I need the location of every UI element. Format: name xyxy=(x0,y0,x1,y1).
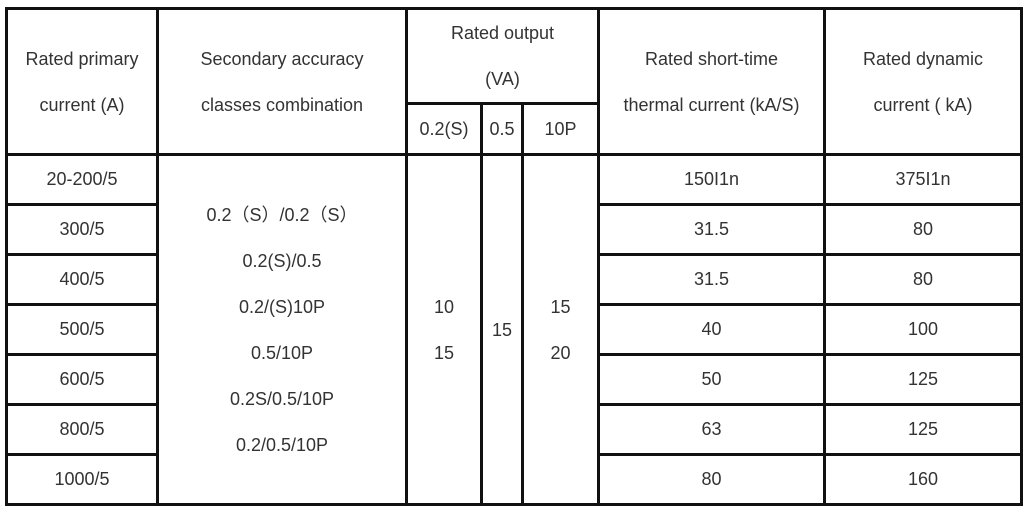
cell: 80 xyxy=(823,203,1023,256)
cell-line: 10 xyxy=(433,296,455,317)
header-cell: Rated dynamic current ( kA) xyxy=(823,7,1023,156)
header-cell: Rated primary current (A) xyxy=(5,7,159,156)
cell-line: Rated primary xyxy=(25,48,139,69)
cell-line: 0.2(S)/0.5 xyxy=(242,250,322,271)
cell: 600/5 xyxy=(5,353,159,406)
header-cell: 0.2(S) xyxy=(405,102,483,156)
data-row: 300/5 31.5 80 xyxy=(5,203,1023,256)
cell-line: 0.2/0.5/10P xyxy=(235,434,329,455)
cell-line: 0.5/10P xyxy=(250,342,314,363)
cell: 15 xyxy=(480,153,524,506)
cell-line: (VA) xyxy=(485,69,520,89)
cell: 63 xyxy=(597,403,826,456)
cell: 1000/5 xyxy=(5,453,159,506)
cell: 160 xyxy=(823,453,1023,506)
cell: 400/5 xyxy=(5,253,159,306)
cell: 125 xyxy=(823,403,1023,456)
header-cell: 0.5 xyxy=(480,102,524,156)
cell: 100 xyxy=(823,303,1023,356)
table-body: Rated primary current (A) Secondary accura… xyxy=(5,7,1023,506)
cell: 300/5 xyxy=(5,203,159,256)
cell-line: 0.2S/0.5/10P xyxy=(229,388,335,409)
cell-line: Secondary accuracy xyxy=(200,48,364,69)
cell-line: 0.2（S）/0.2（S） xyxy=(206,204,358,225)
cell: 500/5 xyxy=(5,303,159,356)
cell-line: 20 xyxy=(550,342,571,363)
cell-line: Rated output xyxy=(450,23,555,43)
cell-line: Rated short-time xyxy=(644,48,779,69)
cell: 800/5 xyxy=(5,403,159,456)
cell-line: current ( kA) xyxy=(873,94,973,115)
data-row: 20-200/5 0.2（S）/0.2（S） 0.2(S)/0.5 0.2/(S)10… xyxy=(5,153,1023,506)
cell-line: current (A) xyxy=(39,94,125,115)
cell: 0.2（S）/0.2（S） 0.2(S)/0.5 0.2/(S)10P 0.5/10P… xyxy=(156,153,408,506)
spec-table: Rated primary current (A) Secondary accura… xyxy=(5,7,1023,506)
data-row: 1000/5 80 160 xyxy=(5,453,1023,506)
cell: 80 xyxy=(597,453,826,506)
data-row: 500/5 40 100 xyxy=(5,303,1023,356)
cell: 20-200/5 xyxy=(5,153,159,206)
cell: 150I1n xyxy=(597,153,826,206)
header-cell: 10P xyxy=(521,102,600,156)
header-cell: Rated short-time thermal current (kA/S) xyxy=(597,7,826,156)
data-row: 600/5 50 125 xyxy=(5,353,1023,406)
data-row: 800/5 63 125 xyxy=(5,403,1023,456)
header-row: 0.2(S) 0.5 10P xyxy=(7,102,1022,156)
cell: 10 15 xyxy=(405,153,483,506)
header-cell: Rated output (VA) xyxy=(405,7,600,105)
header-row: Rated primary current (A) Secondary accura… xyxy=(5,7,1023,156)
cell: 80 xyxy=(823,253,1023,306)
cell-line: classes combination xyxy=(200,94,364,115)
data-row: 400/5 31.5 80 xyxy=(5,253,1023,306)
cell: 40 xyxy=(597,303,826,356)
cell-line: thermal current (kA/S) xyxy=(623,94,800,115)
cell: 31.5 xyxy=(597,203,826,256)
cell: 50 xyxy=(597,353,826,406)
cell: 375I1n xyxy=(823,153,1023,206)
cell: 15 20 xyxy=(521,153,600,506)
header-cell: Secondary accuracy classes combination xyxy=(156,7,408,156)
cell-line: 15 xyxy=(433,342,455,363)
cell-line: 15 xyxy=(550,296,571,317)
cell-line: 15 xyxy=(491,319,513,340)
cell: 31.5 xyxy=(597,253,826,306)
cell: 125 xyxy=(823,353,1023,406)
cell-line: Rated dynamic xyxy=(862,48,984,69)
cell-line: 0.2/(S)10P xyxy=(238,296,326,317)
